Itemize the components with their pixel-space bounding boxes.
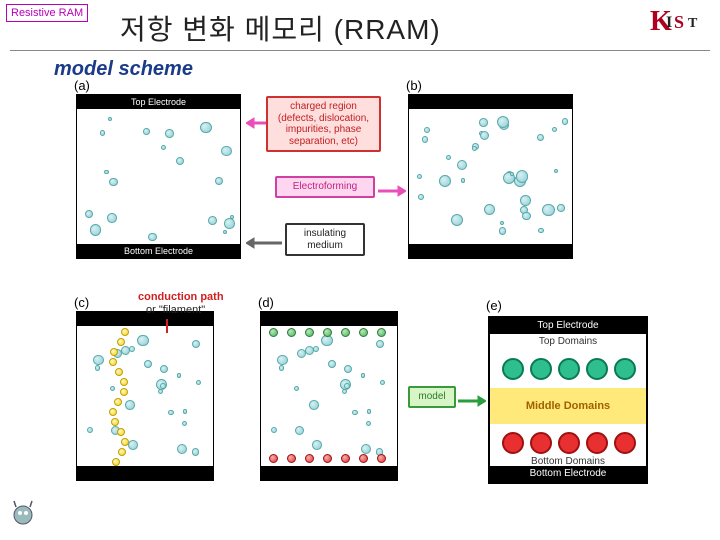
arrow (246, 236, 282, 248)
model-scheme-diagram: (a)Top ElectrodeBottom Electrode(b)(c)(d… (48, 86, 668, 526)
arrow (378, 184, 406, 198)
kist-logo: K I S T (650, 6, 710, 42)
panel-label-a: (a) (74, 78, 90, 93)
arrow (246, 116, 266, 128)
label-charged: charged region(defects, dislocation,impu… (266, 96, 381, 152)
conduction-path-label: conduction path (138, 291, 224, 303)
panel-b (408, 94, 573, 259)
panel-e: Top ElectrodeTop DomainsMiddle DomainsBo… (488, 316, 648, 484)
category-badge: Resistive RAM (6, 4, 88, 22)
panel-label-d: (d) (258, 295, 274, 310)
panel-c (76, 311, 214, 481)
panel-label-b: (b) (406, 78, 422, 93)
panel-label-e: (e) (486, 298, 502, 313)
filament-label: or "filament" (146, 304, 205, 316)
arrow (458, 394, 486, 408)
mascot-icon (8, 497, 38, 534)
label-model: model (408, 386, 456, 408)
label-insul: insulatingmedium (285, 223, 365, 256)
page-title: 저항 변화 메모리 (RRAM) (120, 8, 441, 48)
label-electro: Electroforming (275, 176, 375, 198)
panel-d (260, 311, 398, 481)
panel-label-c: (c) (74, 295, 89, 310)
divider (10, 50, 710, 51)
panel-a: Top ElectrodeBottom Electrode (76, 94, 241, 259)
